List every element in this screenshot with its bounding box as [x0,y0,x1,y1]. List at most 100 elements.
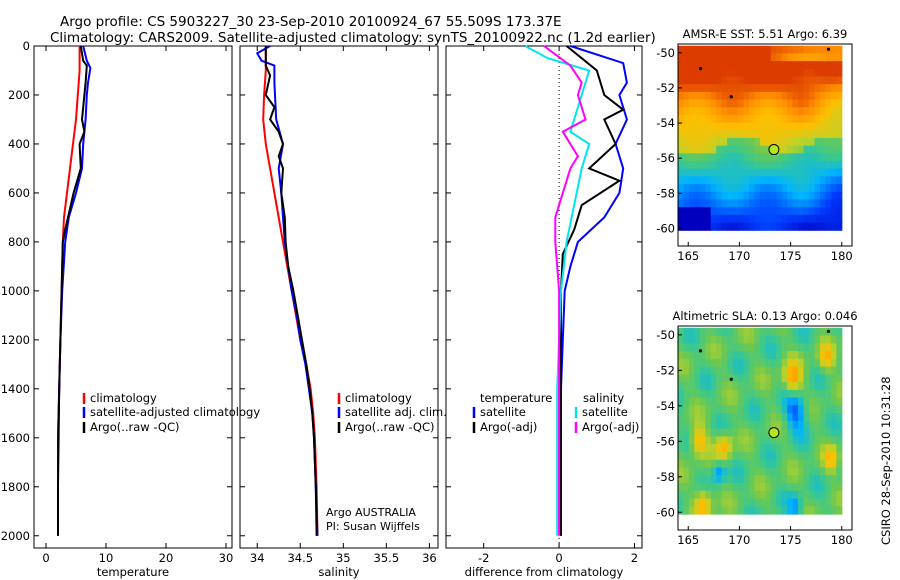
heatmap-cell [809,420,816,430]
heatmap-cell [694,145,701,154]
heatmap-cell [792,467,799,476]
heatmap-cell [803,436,810,445]
heatmap-cell [694,389,701,399]
heatmap-cell [830,389,837,399]
heatmap-cell [738,107,745,116]
heatmap-cell [825,506,832,515]
heatmap-cell [754,199,761,208]
heatmap-cell [819,76,826,85]
heatmap-cell [716,76,723,85]
heatmap-cell [798,436,805,445]
heatmap-cell [694,107,701,116]
heatmap-cell [710,130,717,139]
heatmap-cell [743,405,750,414]
heatmap-cell [678,358,685,368]
heatmap-cell [743,91,750,101]
heatmap-cell [754,358,761,368]
heatmap-cell [830,207,837,216]
heatmap-cell [830,91,837,101]
heatmap-cell [716,444,723,453]
heatmap-cell [765,475,772,484]
heatmap-cell [770,405,777,414]
heatmap-cell [825,61,832,70]
heatmap-cell [830,405,837,414]
heatmap-cell [705,420,712,430]
heatmap-cell [781,413,788,422]
heatmap-cell [732,68,739,78]
heatmap-cell [683,176,690,185]
heatmap-cell [759,153,766,162]
heatmap-cell [781,145,788,154]
heatmap-cell [699,153,706,162]
heatmap-cell [743,107,750,116]
heatmap-cell [705,366,712,375]
heatmap-cell [787,366,794,375]
heatmap-cell [754,53,761,62]
heatmap-cell [787,405,794,414]
heatmap-cell [759,397,766,406]
heatmap-cell [710,76,717,85]
heatmap-cell [694,176,701,185]
heatmap-cell [716,506,723,515]
heatmap-cell [809,382,816,391]
heatmap-cell [809,107,816,116]
heatmap-cell [803,130,810,139]
series-line-difference [524,45,591,536]
heatmap-cell [765,184,772,193]
heatmap-cell [738,68,745,78]
heatmap-cell [738,351,745,360]
heatmap-cell [836,366,843,375]
heatmap-cell [688,168,695,177]
heatmap-cell [748,389,756,399]
heatmap-cell [765,207,772,216]
heatmap-cell [710,61,717,70]
heatmap-cell [688,130,695,139]
heatmap-cell [683,420,690,430]
heatmap-cell [781,191,788,201]
heatmap-cell [710,137,717,147]
heatmap-cell [809,475,816,484]
heatmap-cell [836,405,843,414]
heatmap-cell [770,153,777,162]
heatmap-cell [759,107,766,116]
map-speck-marker [729,377,733,381]
heatmap-cell [710,153,717,162]
heatmap-cell [705,459,712,469]
heatmap-cell [781,199,788,208]
heatmap-cell [748,327,756,337]
heatmap-cell [836,84,843,93]
heatmap-cell [803,506,810,515]
heatmap-cell [678,68,685,78]
map-frame-amsre [677,43,853,247]
heatmap-cell [803,382,810,391]
heatmap-cell [678,482,685,492]
heatmap-cell [732,114,739,124]
heatmap-cell [754,327,761,337]
heatmap-cell [743,498,750,507]
heatmap-cell [803,459,810,469]
heatmap-cell [699,214,706,224]
heatmap-cell [759,61,766,70]
heatmap-cell [759,490,766,500]
heatmap-cell [792,327,799,337]
y-tick-label: 0 [23,39,30,53]
heatmap-cell [683,222,690,231]
heatmap-cell [688,420,695,430]
heatmap-cell [770,84,777,93]
heatmap-cell [727,506,734,515]
heatmap-cell [759,335,766,344]
heatmap-cell [683,459,690,469]
heatmap-cell [776,130,783,139]
heatmap-cell [727,428,734,438]
heatmap-cell [765,76,772,85]
heatmap-cell [754,161,761,170]
heatmap-cell [792,184,799,193]
heatmap-cell [738,153,745,162]
credit-pi: PI: Susan Wijffels [326,520,420,533]
heatmap-cell [688,490,695,500]
heatmap-cell [765,420,772,430]
heatmap-cell [705,207,712,216]
heatmap-cell [754,61,761,70]
y-tick-label: 400 [8,137,30,151]
heatmap-cell [716,374,723,383]
